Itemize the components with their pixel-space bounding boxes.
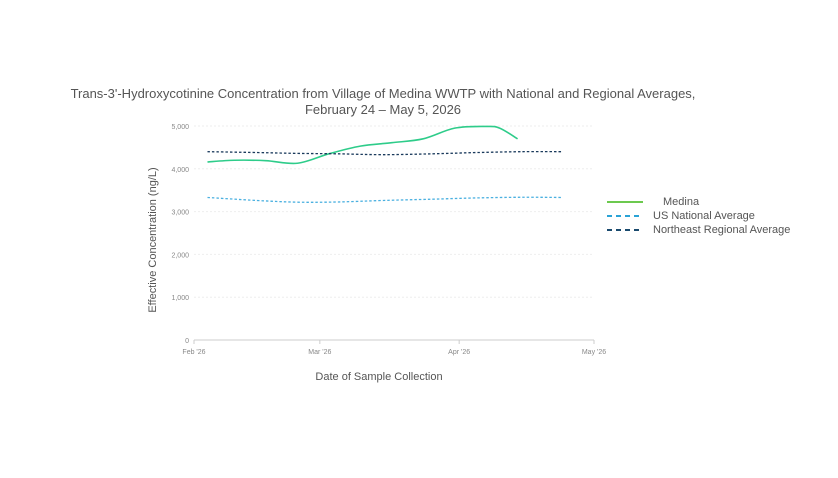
series-line-medina bbox=[207, 125, 519, 165]
legend-item: Medina bbox=[607, 195, 790, 209]
legend-label: Medina bbox=[663, 196, 700, 208]
chart-title: Trans-3'-Hydroxycotinine Concentration f… bbox=[0, 86, 766, 118]
y-tick-label: 1,000 bbox=[171, 295, 189, 302]
grid-lines bbox=[194, 125, 594, 298]
series-lines bbox=[207, 125, 563, 203]
series-line-northeast-regional-average bbox=[207, 150, 563, 156]
legend-swatch bbox=[607, 197, 643, 207]
y-axis-label: Effective Concentration (ng/L) bbox=[147, 167, 159, 312]
legend-label: US National Average bbox=[653, 210, 755, 222]
y-tick-label: 3,000 bbox=[171, 210, 189, 217]
chart-title-line-2: February 24 – May 5, 2026 bbox=[304, 102, 462, 117]
x-axis-label: Date of Sample Collection bbox=[315, 371, 442, 383]
y-tick-label: 2,000 bbox=[171, 252, 189, 259]
legend-swatch bbox=[607, 211, 643, 221]
x-tick-label: Apr '26 bbox=[448, 349, 470, 356]
series-line-us-national-average bbox=[207, 196, 563, 203]
chart-title-line-1: Trans-3'-Hydroxycotinine Concentration f… bbox=[70, 86, 696, 101]
x-tick-label: Mar '26 bbox=[308, 349, 331, 356]
x-tick-label: May '26 bbox=[582, 349, 606, 356]
legend-swatch bbox=[607, 225, 643, 235]
y-axis-ticks: 0 1,000 2,000 3,000 4,000 5,000 bbox=[171, 124, 189, 345]
legend-item: Northeast Regional Average bbox=[607, 223, 790, 237]
chart-legend: Medina US National Average Northeast Regio… bbox=[607, 195, 790, 237]
x-axis-ticks: Feb '26 Mar '26 Apr '26 May '26 bbox=[182, 340, 606, 356]
legend-label: Northeast Regional Average bbox=[653, 224, 791, 236]
legend-item: US National Average bbox=[607, 209, 790, 223]
y-tick-label: 4,000 bbox=[171, 167, 189, 174]
x-tick-label: Feb '26 bbox=[182, 349, 205, 356]
y-tick-label: 5,000 bbox=[171, 124, 189, 131]
y-tick-label: 0 bbox=[185, 338, 189, 345]
